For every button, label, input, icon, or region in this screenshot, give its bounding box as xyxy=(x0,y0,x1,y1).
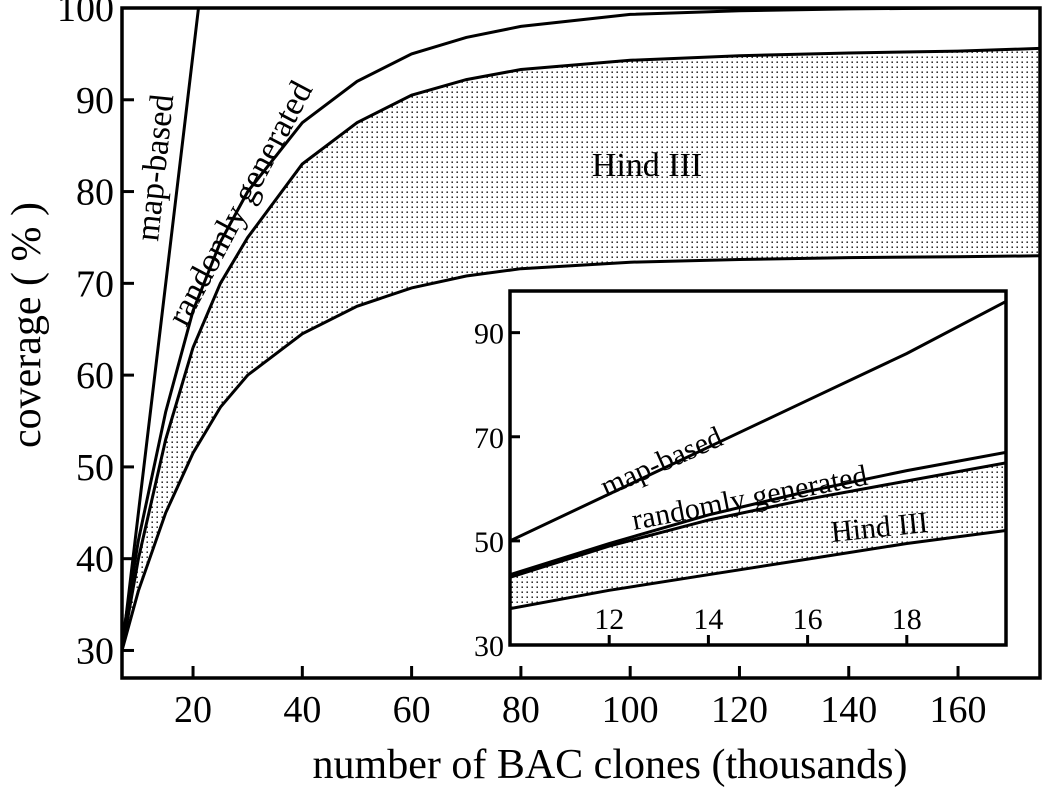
main-plot-frame xyxy=(120,6,1042,680)
y-tick-label: 50 xyxy=(76,447,114,489)
x-tick-label: 40 xyxy=(283,689,321,731)
series-line-map-based xyxy=(122,8,200,651)
x-tick-label: 120 xyxy=(711,689,768,731)
inset-series-line-map-based xyxy=(510,300,1006,543)
x-tick-label: 100 xyxy=(602,689,659,731)
x-tick-label: 60 xyxy=(393,689,431,731)
hind-iii-shaded-band xyxy=(122,48,1040,651)
label-hind-iii: Hind III xyxy=(592,147,702,184)
x-axis-title: number of BAC clones (thousands) xyxy=(313,742,908,788)
x-tick-label: 160 xyxy=(930,689,987,731)
x-tick-label: 20 xyxy=(174,689,212,731)
y-tick-label: 70 xyxy=(76,263,114,305)
inset-plot-frame xyxy=(508,289,1008,647)
y-axis-title: coverage ( % ) xyxy=(4,202,50,448)
inset-plot-area xyxy=(510,300,1006,611)
series-line-lower xyxy=(122,254,1040,651)
inset-y-tick-label: 50 xyxy=(474,526,504,559)
inset-y-tick-label: 30 xyxy=(474,630,504,663)
y-tick-label: 30 xyxy=(76,630,114,672)
main-plot-area xyxy=(122,8,1040,651)
y-tick-label: 90 xyxy=(76,80,114,122)
y-tick-label: 80 xyxy=(76,172,114,214)
inset-series-line-lower xyxy=(510,529,1006,611)
x-tick-label: 140 xyxy=(820,689,877,731)
series-line-randomly-generated xyxy=(122,8,1040,642)
inset-hind-iii-shaded-band xyxy=(510,462,1006,609)
inset-x-tick-label: 16 xyxy=(793,603,823,636)
inset-series-line-upper xyxy=(510,461,1006,579)
y-tick-label: 60 xyxy=(76,355,114,397)
series-line-upper xyxy=(122,46,1040,651)
inset-x-tick-label: 14 xyxy=(693,603,723,636)
x-tick-label: 80 xyxy=(502,689,540,731)
inset-series-line-randomly-generated xyxy=(510,450,1006,577)
inset-x-tick-label: 18 xyxy=(892,603,922,636)
inset-x-tick-label: 12 xyxy=(594,603,624,636)
inset-y-tick-label: 70 xyxy=(474,422,504,455)
inset-y-tick-label: 90 xyxy=(474,318,504,351)
y-tick-label: 40 xyxy=(76,539,114,581)
y-tick-label: 100 xyxy=(57,0,114,30)
